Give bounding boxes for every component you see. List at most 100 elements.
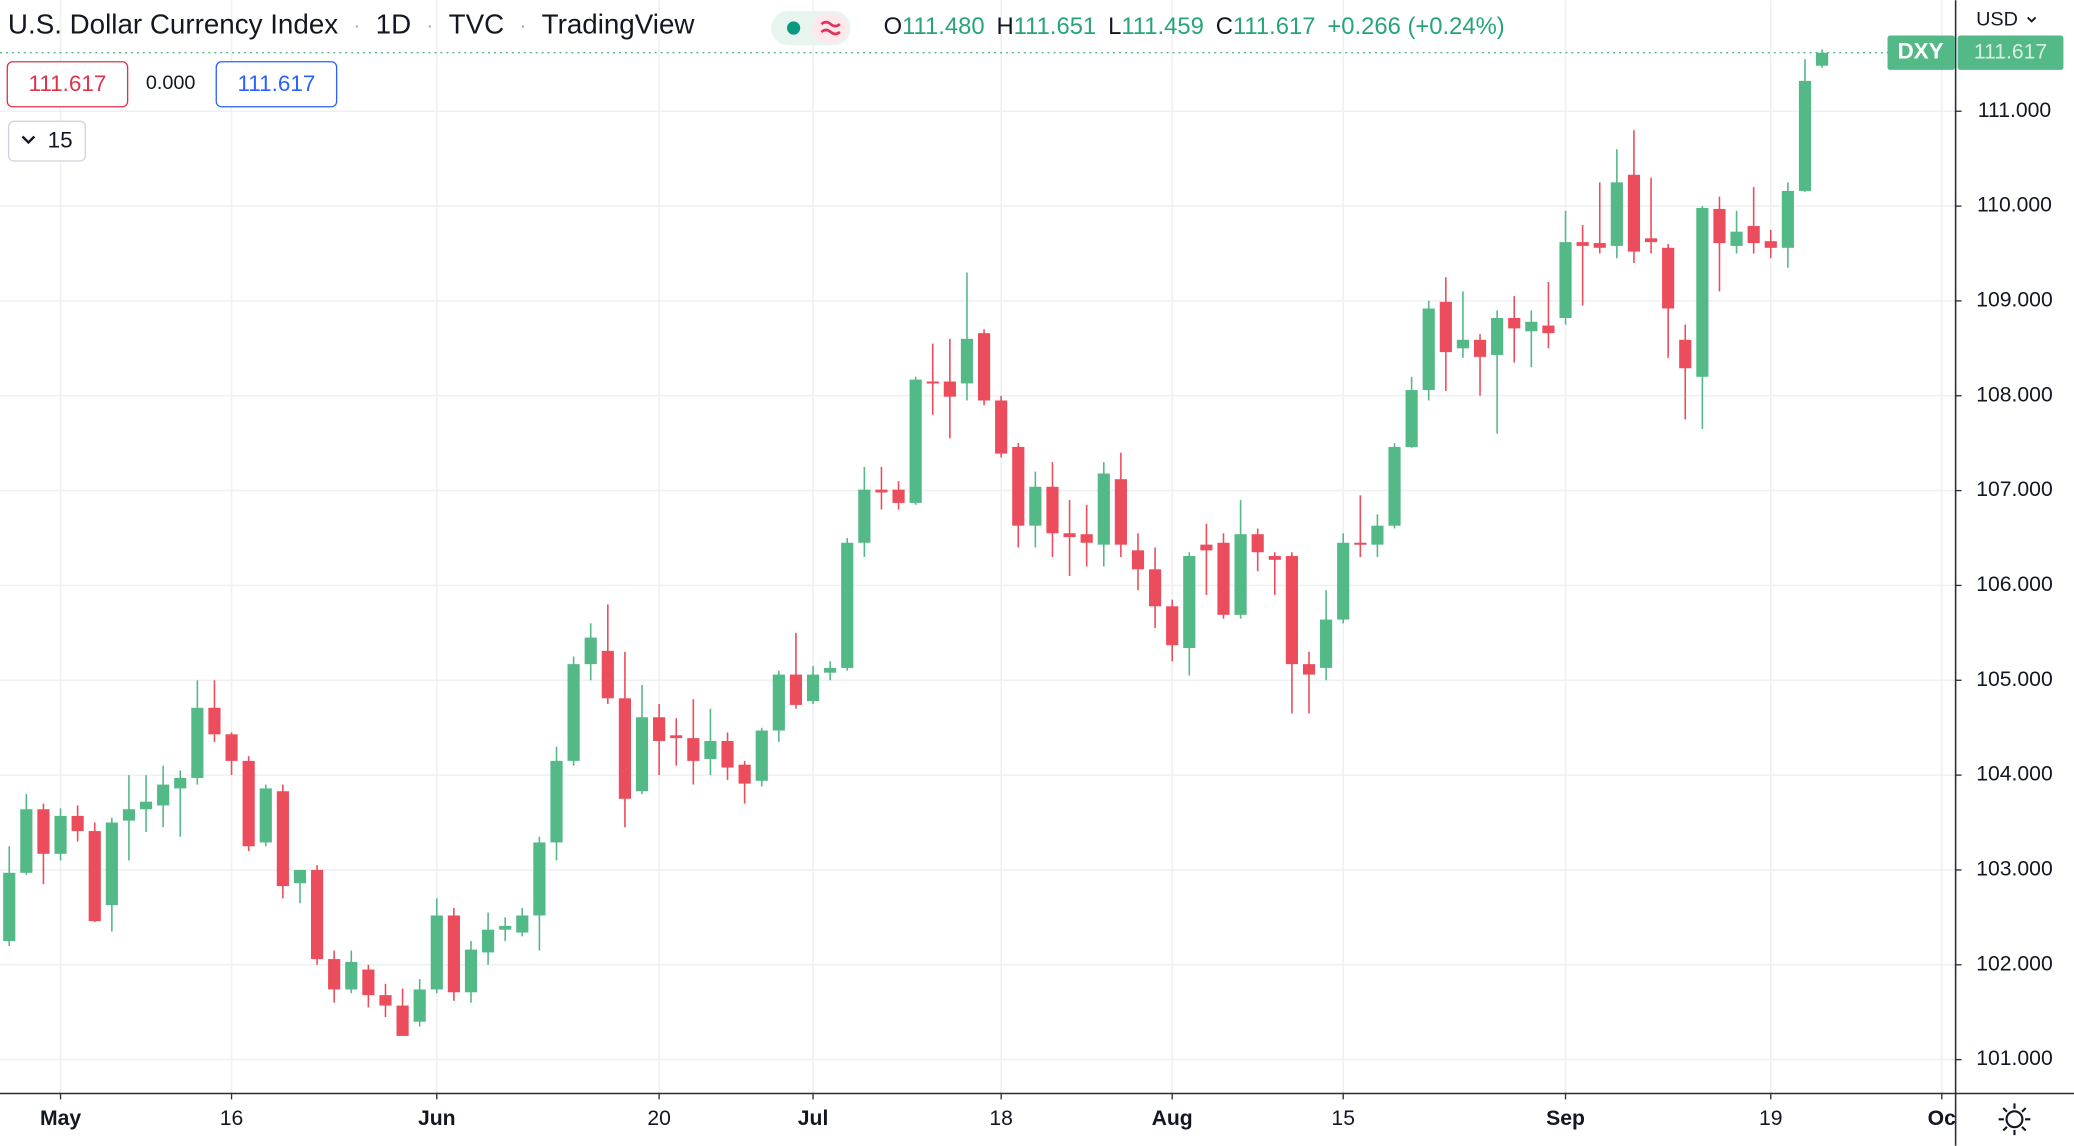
candle-body [618, 698, 632, 799]
buy-button[interactable] [215, 61, 338, 108]
candle-body [738, 764, 751, 784]
x-tick-label: Oc [1928, 1107, 1956, 1130]
candle-body [1371, 525, 1384, 545]
separator: · [520, 15, 526, 36]
candle-body [1114, 479, 1127, 545]
legend-key: H [996, 13, 1013, 40]
candle-body [1662, 247, 1675, 309]
candle-body [584, 637, 597, 665]
legend-value: 111.480 [902, 13, 985, 40]
candle-body [1251, 534, 1264, 553]
candle-body [960, 338, 974, 384]
candle-body [1337, 542, 1350, 620]
candle-body [1610, 182, 1623, 246]
candle-body [328, 959, 341, 990]
title-part: TVC [449, 9, 505, 40]
candle-body [54, 815, 67, 854]
price-tag-label: 111.617 [1974, 40, 2047, 63]
settings-icon[interactable] [1998, 1103, 2031, 1136]
candle-body [704, 740, 717, 759]
candle-body [1439, 301, 1452, 353]
candle-body [1183, 556, 1196, 649]
change: +0.266 [1327, 13, 1400, 40]
currency-selector[interactable]: USD [1976, 8, 2018, 30]
candle-body [430, 915, 443, 990]
candle-body [1302, 664, 1316, 675]
candle-body [1747, 225, 1760, 244]
legend-key: C [1216, 13, 1233, 40]
candle-body [345, 961, 358, 990]
candle-body [447, 915, 460, 993]
candle-body [482, 929, 495, 953]
candle-body [88, 831, 101, 922]
candle-body [1781, 190, 1794, 248]
delay-icon [820, 20, 841, 36]
candle-body [122, 809, 136, 821]
candle-body [1525, 321, 1538, 332]
candle-body [1644, 238, 1658, 243]
chart-title: U.S. Dollar Currency Index · 1D · TVC · … [8, 9, 695, 40]
candle-body [1627, 174, 1641, 252]
x-tick-label: 19 [1759, 1107, 1783, 1130]
candle-body [1268, 556, 1281, 560]
candle-body [379, 995, 392, 1006]
candle-body [293, 869, 307, 884]
candle-body [635, 717, 649, 792]
buy-price: 111.617 [237, 71, 315, 96]
candle-body [1764, 241, 1777, 248]
symbol-tag-label: DXY [1897, 39, 1943, 64]
legend-value: 111.459 [1121, 13, 1204, 40]
gear-circle [2005, 1110, 2024, 1129]
candle-body [1491, 317, 1504, 355]
x-tick-label: Sep [1546, 1107, 1585, 1130]
candle-body [276, 791, 289, 887]
candle-body [1679, 339, 1692, 369]
candle-body [362, 969, 375, 996]
x-tick-label: Jun [418, 1107, 456, 1130]
candle-body [191, 707, 204, 778]
candle-body [943, 381, 956, 397]
symbol-tag [1887, 35, 1955, 70]
spread: 0.000 [146, 72, 196, 94]
candle-body [670, 735, 683, 739]
candle-body [1730, 231, 1743, 246]
quantity-chevron [21, 135, 36, 145]
x-tick-label: Aug [1152, 1107, 1193, 1130]
y-tick-label: 102.000 [1976, 952, 2052, 975]
x-tick-label: 16 [220, 1107, 244, 1130]
legend-value: 111.617 [1233, 13, 1316, 40]
candle-body [789, 674, 803, 705]
candle-body [601, 650, 614, 699]
candle-body [1422, 308, 1435, 391]
quantity-box[interactable] [7, 120, 86, 162]
y-tick-label: 106.000 [1976, 573, 2052, 596]
candle-body [1080, 534, 1093, 543]
delay-badge [812, 13, 848, 43]
x-tick-label: May [40, 1107, 81, 1130]
separator: · [427, 15, 433, 36]
candle-body [721, 740, 734, 768]
candle-body [1815, 52, 1829, 66]
gear-teeth [1998, 1103, 2031, 1136]
x-tick-label: Jul [798, 1107, 829, 1130]
change-percent: (+0.24%) [1407, 13, 1504, 40]
candle-body [875, 489, 888, 493]
candle-body [1456, 339, 1470, 349]
candle-body [772, 674, 785, 731]
candle-body [105, 822, 118, 906]
price-tag [1957, 35, 2064, 70]
candle-body [824, 667, 837, 673]
currency-chevron [2027, 16, 2037, 23]
candle-body [1131, 550, 1145, 570]
status-dot [787, 21, 801, 35]
candle-body [20, 809, 33, 873]
candle-body [464, 949, 478, 993]
candle-body [755, 730, 768, 781]
y-tick-label: 101.000 [1976, 1047, 2052, 1070]
quantity: 15 [48, 128, 73, 153]
sell-button[interactable] [6, 61, 129, 108]
y-tick-label: 110.000 [1977, 194, 2052, 217]
